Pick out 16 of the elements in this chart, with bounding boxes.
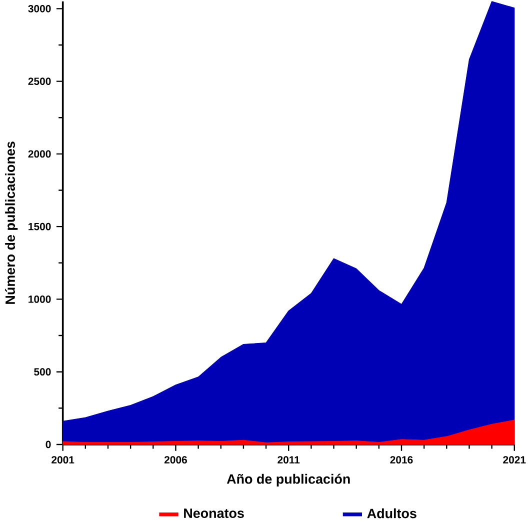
x-tick-label: 2016 (390, 456, 413, 464)
x-tick-label: 2006 (164, 456, 187, 464)
legend-label: Adultos (367, 508, 416, 518)
y-tick-label: 500 (34, 368, 51, 376)
x-tick-label: 2021 (503, 456, 526, 464)
x-tick-label: 2001 (52, 456, 74, 464)
x-axis-title: Año de publicación (226, 474, 350, 486)
y-tick-label: 1000 (28, 295, 51, 303)
y-tick-label: 3000 (28, 4, 51, 12)
legend-label: Neonatos (184, 508, 244, 518)
y-tick-label: 1500 (28, 222, 51, 230)
y-tick-label: 2500 (28, 77, 51, 85)
y-axis-title: Número de publicaciones (4, 141, 18, 304)
x-tick-label: 2011 (278, 456, 300, 464)
y-tick-label: 2000 (28, 150, 51, 158)
y-tick-label: 0 (46, 440, 51, 448)
